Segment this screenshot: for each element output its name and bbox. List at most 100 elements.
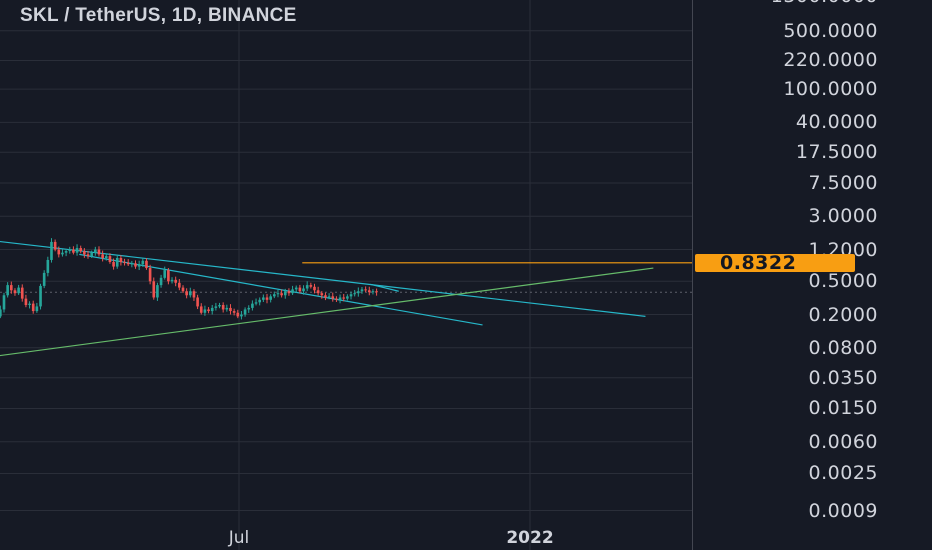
candle-body bbox=[291, 289, 294, 294]
candle-up bbox=[302, 285, 305, 295]
candle-up bbox=[349, 291, 353, 300]
candle-body bbox=[364, 289, 367, 291]
candle-body bbox=[163, 270, 167, 278]
candle-body bbox=[174, 279, 177, 283]
time-axis-label: Jul bbox=[228, 528, 250, 548]
candle-body bbox=[247, 307, 251, 310]
candle-body bbox=[283, 291, 287, 296]
candle-up bbox=[247, 305, 251, 313]
candle-body bbox=[119, 258, 123, 263]
candle-body bbox=[159, 277, 163, 286]
candle-down bbox=[280, 289, 283, 298]
candle-up bbox=[214, 302, 218, 311]
candle-body bbox=[294, 287, 298, 290]
candle-down bbox=[174, 276, 177, 287]
candle-body bbox=[221, 305, 225, 310]
candle-body bbox=[57, 249, 61, 255]
candle-up bbox=[346, 294, 349, 301]
candle-up bbox=[276, 289, 280, 298]
candle-down bbox=[126, 259, 130, 267]
candle-body bbox=[6, 285, 9, 296]
candle-up bbox=[130, 260, 134, 268]
candle-down bbox=[181, 285, 185, 294]
candle-body bbox=[68, 249, 72, 252]
candle-body bbox=[331, 296, 335, 299]
candle-body bbox=[305, 285, 309, 289]
price-axis-label: 0.2000 bbox=[808, 303, 878, 326]
candle-body bbox=[254, 302, 258, 304]
candle-body bbox=[101, 254, 104, 259]
candle-down bbox=[167, 268, 170, 285]
candle-down bbox=[236, 309, 240, 319]
candle-up bbox=[0, 305, 2, 319]
candle-down bbox=[20, 284, 24, 302]
candle-up bbox=[50, 238, 53, 263]
candle-body bbox=[243, 309, 247, 315]
candle-body bbox=[134, 263, 137, 267]
candle-body bbox=[178, 282, 181, 288]
candle-body bbox=[104, 256, 108, 259]
candle-body bbox=[353, 293, 356, 295]
candle-down bbox=[9, 281, 13, 294]
trendline bbox=[370, 283, 399, 292]
candle-body bbox=[75, 248, 79, 253]
candle-up bbox=[283, 288, 287, 299]
candle-up bbox=[272, 291, 276, 299]
price-axis-label: 500.0000 bbox=[783, 19, 878, 42]
candle-down bbox=[83, 248, 86, 258]
candle-down bbox=[86, 250, 90, 259]
candle-up bbox=[6, 282, 9, 298]
candle-body bbox=[338, 297, 342, 300]
candle-body bbox=[35, 306, 39, 312]
candle-body bbox=[115, 258, 119, 267]
candle-down bbox=[196, 294, 199, 310]
price-axis-label: 1300.0000 bbox=[771, 0, 878, 6]
candle-down bbox=[57, 246, 61, 258]
trendlines bbox=[0, 240, 692, 357]
price-axis-label: 0.0060 bbox=[808, 430, 878, 453]
candle-body bbox=[79, 248, 83, 252]
candle-body bbox=[42, 272, 46, 286]
candles bbox=[0, 238, 378, 320]
candle-down bbox=[313, 283, 316, 294]
candle-down bbox=[134, 260, 137, 269]
candle-body bbox=[141, 260, 145, 265]
candle-body bbox=[371, 291, 375, 293]
price-axis-label: 3.0000 bbox=[808, 205, 878, 228]
candle-down bbox=[265, 293, 269, 304]
candle-body bbox=[181, 287, 185, 292]
candle-down bbox=[24, 294, 28, 308]
price-axis-label: 220.0000 bbox=[783, 49, 878, 72]
candle-up bbox=[203, 305, 207, 316]
candle-body bbox=[218, 305, 221, 307]
candle-up bbox=[357, 287, 360, 297]
candle-up bbox=[163, 266, 167, 280]
candle-body bbox=[324, 295, 327, 298]
candle-up bbox=[338, 294, 342, 304]
candle-body bbox=[13, 290, 17, 294]
candle-down bbox=[101, 250, 104, 262]
price-axis-label: 0.0025 bbox=[808, 462, 878, 485]
candle-body bbox=[97, 249, 101, 255]
trendline bbox=[0, 240, 646, 317]
candle-up bbox=[170, 277, 174, 284]
candle-down bbox=[185, 288, 188, 299]
candle-body bbox=[357, 291, 360, 294]
candle-up bbox=[90, 250, 93, 258]
candle-body bbox=[199, 306, 203, 313]
candle-up bbox=[291, 285, 294, 295]
candle-up bbox=[104, 253, 108, 261]
candle-body bbox=[262, 297, 265, 300]
grid bbox=[0, 0, 693, 550]
candle-body bbox=[86, 254, 90, 257]
symbol-title[interactable]: SKL / TetherUS, 1D, BINANCE bbox=[20, 5, 297, 26]
candle-body bbox=[265, 297, 269, 300]
candle-up bbox=[371, 289, 375, 295]
candle-body bbox=[17, 287, 20, 294]
candle-up bbox=[218, 302, 221, 309]
candle-body bbox=[185, 291, 188, 296]
candle-body bbox=[360, 289, 364, 292]
candle-body bbox=[225, 307, 229, 310]
